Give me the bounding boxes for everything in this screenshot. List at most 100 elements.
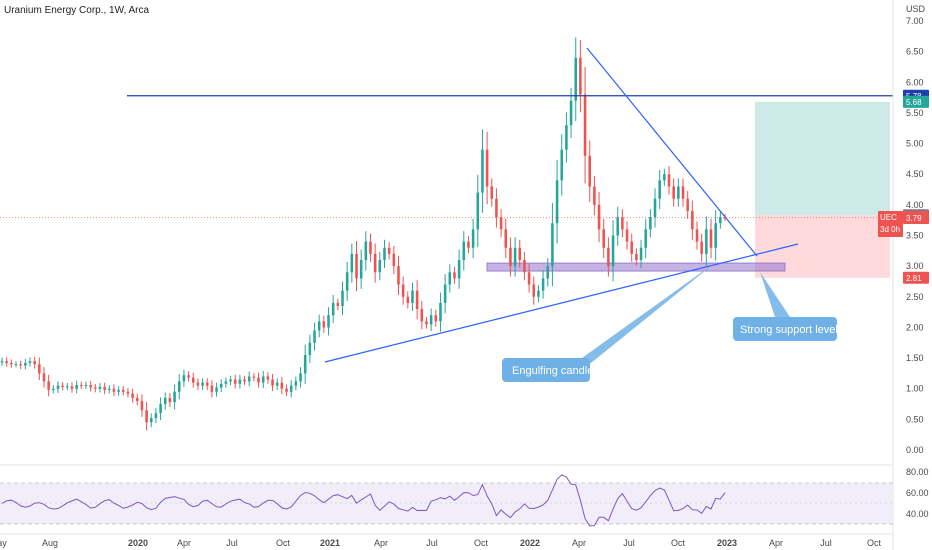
candle-body	[695, 229, 699, 242]
candle-body	[33, 361, 36, 365]
candle-body	[159, 404, 162, 414]
candle-body	[378, 260, 382, 273]
time-tick-label: Jul	[226, 538, 238, 548]
candle-body	[569, 100, 573, 126]
candle-body	[252, 376, 256, 378]
current-price-value: 3.79	[906, 214, 922, 223]
candle-body	[467, 241, 470, 248]
chart-title: Uranium Energy Corp., 1W, Arca	[4, 5, 149, 16]
candle-body	[327, 315, 330, 328]
candle-body	[653, 198, 657, 218]
candle-body	[149, 418, 153, 423]
candle-body	[191, 377, 195, 383]
candle-body	[560, 149, 564, 181]
candle-body	[280, 382, 284, 389]
price-tick-label: 1.00	[906, 384, 924, 394]
candle-body	[14, 364, 18, 366]
ascending-trendline[interactable]	[324, 243, 799, 363]
price-tick-label: 1.50	[906, 353, 924, 363]
support-callout[interactable]: Strong support level	[733, 272, 838, 341]
candle-body	[583, 94, 587, 156]
candle-body	[677, 186, 680, 199]
candle-body	[681, 186, 685, 199]
candle-body	[625, 229, 629, 242]
support-label: Strong support level	[740, 324, 838, 336]
candle-body	[411, 290, 414, 303]
price-tick-label: 4.00	[906, 200, 924, 210]
candle-body	[215, 387, 218, 392]
candle-body	[238, 379, 242, 384]
candle-body	[616, 217, 619, 236]
candle-body	[593, 186, 596, 205]
candle-body	[373, 253, 377, 273]
candle-body	[457, 260, 461, 279]
candle-body	[317, 321, 321, 331]
time-tick-label: Oct	[671, 538, 686, 548]
candle-body	[289, 385, 293, 392]
price-tick-label: 4.50	[906, 169, 924, 179]
candle-body	[126, 391, 130, 394]
candle-body	[523, 260, 526, 273]
rsi-tick-label: 40.00	[906, 509, 929, 519]
candles	[0, 37, 727, 431]
price-tick-label: 2.50	[906, 292, 924, 302]
engulfing-callout[interactable]: Engulfing candle	[502, 262, 716, 382]
time-axis[interactable]: ay Aug 2020 Apr Jul Oct 2021 Apr Jul Oct 2022 Apr Ju…	[0, 533, 893, 548]
price-tick-label: 5.00	[906, 139, 924, 149]
candle-body	[173, 391, 176, 403]
candle-body	[112, 388, 116, 392]
candle-body	[80, 385, 83, 387]
candle-body	[397, 266, 400, 285]
current-price-label: UEC 3d 0h 3.79	[878, 211, 929, 237]
candle-body	[649, 217, 652, 230]
candle-body	[574, 57, 578, 101]
candle-body	[597, 204, 601, 230]
candle-body	[663, 174, 666, 181]
time-tick-label: Apr	[374, 538, 388, 548]
candle-body	[56, 385, 60, 389]
candle-body	[719, 217, 722, 224]
rsi-tick-label: 80.00	[906, 467, 929, 477]
time-tick-label: ay	[0, 538, 7, 548]
candle-body	[359, 260, 363, 279]
rsi-pane[interactable]: 80.00 60.00 40.00	[0, 464, 929, 527]
rsi-ticks: 80.00 60.00 40.00	[906, 467, 929, 519]
currency-label: USD	[906, 4, 926, 14]
candle-body	[607, 247, 610, 267]
candle-body	[38, 364, 41, 374]
price-tick-label: 7.00	[906, 16, 924, 26]
descending-trendline[interactable]	[586, 47, 758, 257]
candle-body	[448, 272, 452, 285]
candle-body	[182, 375, 186, 382]
price-axis[interactable]: USD 0.00 0.50 1.00 1.50 2.00 2.50 3.00 3.50 4.00…	[892, 0, 929, 550]
candle-body	[103, 386, 106, 390]
candle-body	[532, 284, 536, 297]
candle-body	[364, 241, 368, 261]
candle-body	[299, 373, 302, 382]
candle-body	[565, 125, 568, 150]
candle-body	[205, 382, 209, 386]
candle-body	[247, 376, 251, 382]
time-tick-label: Aug	[42, 538, 58, 548]
candle-body	[219, 383, 223, 388]
candle-body	[429, 315, 433, 325]
candle-body	[355, 253, 358, 279]
candle-body	[499, 217, 503, 230]
time-tick-label: Oct	[474, 538, 489, 548]
candle-body	[672, 186, 675, 199]
candle-body	[140, 400, 144, 411]
candle-body	[294, 381, 298, 386]
price-label-bg	[903, 95, 929, 108]
candle-body	[322, 321, 326, 328]
drawn-lines[interactable]	[127, 47, 893, 363]
target-zone[interactable]	[755, 101, 890, 216]
current-symbol: UEC	[880, 213, 897, 222]
candle-body	[163, 397, 167, 405]
candle-body	[108, 388, 111, 390]
candle-body	[187, 375, 190, 378]
candle-body	[285, 388, 288, 392]
candle-body	[121, 389, 125, 392]
candle-body	[275, 382, 279, 386]
price-tick-label: 0.50	[906, 414, 924, 424]
